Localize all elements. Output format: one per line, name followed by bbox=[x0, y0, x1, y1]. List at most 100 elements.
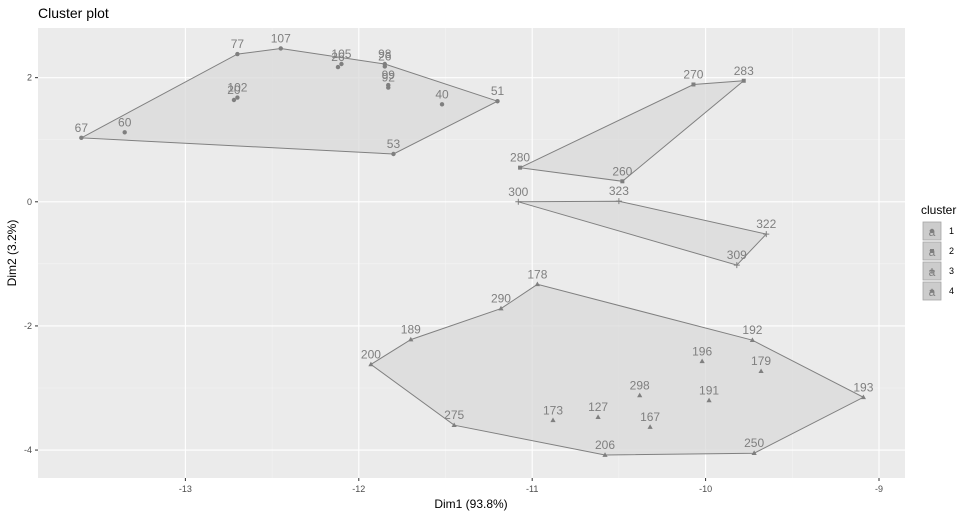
point-label: 309 bbox=[727, 248, 747, 262]
cluster-4-point bbox=[758, 368, 764, 374]
point-label: 196 bbox=[692, 344, 712, 358]
cluster-4-point bbox=[368, 361, 374, 367]
point-label: 193 bbox=[853, 380, 873, 394]
point-label: 270 bbox=[683, 67, 703, 81]
point-label: 67 bbox=[75, 121, 89, 135]
point-label: 26 bbox=[378, 49, 392, 63]
point-label: 290 bbox=[491, 292, 511, 306]
cluster-2-point bbox=[620, 179, 625, 184]
x-tick-label: -13 bbox=[179, 484, 192, 494]
cluster-4-point bbox=[595, 414, 601, 419]
point-label: 275 bbox=[444, 408, 464, 422]
point-label: 323 bbox=[609, 184, 629, 198]
y-tick-label: 0 bbox=[27, 197, 32, 207]
point-label: 60 bbox=[118, 115, 132, 129]
cluster-1-point bbox=[339, 61, 344, 67]
cluster-4-point bbox=[408, 336, 414, 342]
point-label: 173 bbox=[543, 403, 563, 417]
point-label: 298 bbox=[630, 378, 650, 392]
y-tick-label: -2 bbox=[24, 321, 32, 331]
cluster-4-point bbox=[451, 422, 457, 428]
point-label: 77 bbox=[231, 37, 245, 51]
cluster-4-point bbox=[647, 424, 653, 429]
cluster-1-point bbox=[382, 64, 387, 69]
point-label: 191 bbox=[699, 383, 719, 397]
point-label: 99 bbox=[382, 68, 396, 82]
cluster-1-point bbox=[495, 99, 500, 104]
x-axis-ticks: -13 -12 -11 -10 -9 bbox=[179, 478, 883, 494]
point-label: 92 bbox=[382, 71, 396, 85]
cluster-4-point bbox=[751, 450, 757, 455]
legend-label: 4 bbox=[949, 286, 954, 296]
y-axis-ticks: -4 -2 0 2 bbox=[24, 73, 38, 455]
legend-key-marker bbox=[929, 268, 935, 274]
cluster-1-point bbox=[335, 64, 341, 70]
legend-key-marker bbox=[929, 288, 935, 293]
cluster-1-point bbox=[391, 151, 396, 157]
cluster-4-point bbox=[706, 397, 712, 403]
point-label: 102 bbox=[227, 81, 247, 95]
cluster-3-point bbox=[733, 262, 740, 269]
point-label: 105 bbox=[331, 47, 351, 61]
point-label: 26 bbox=[331, 50, 345, 64]
point-label: 200 bbox=[361, 347, 381, 361]
x-tick-label: -10 bbox=[699, 484, 712, 494]
cluster-1-point bbox=[122, 130, 127, 135]
x-tick-label: -12 bbox=[352, 484, 365, 494]
cluster-2-point bbox=[691, 82, 696, 87]
chart-title: Cluster plot bbox=[38, 5, 109, 21]
point-label: 167 bbox=[640, 410, 660, 424]
cluster-1-point bbox=[235, 95, 240, 100]
point-label: 280 bbox=[510, 151, 530, 165]
point-label: 189 bbox=[401, 323, 421, 337]
point-label: 300 bbox=[508, 185, 528, 199]
x-axis-title: Dim1 (93.8%) bbox=[434, 497, 507, 511]
cluster-2-point bbox=[518, 165, 523, 170]
cluster-4-point bbox=[860, 394, 866, 400]
y-tick-label: 2 bbox=[27, 73, 32, 83]
cluster-4-point bbox=[602, 452, 608, 457]
cluster-1-point bbox=[235, 51, 240, 57]
point-label: 206 bbox=[595, 438, 615, 452]
cluster-3-point bbox=[515, 198, 522, 205]
cluster-4-hull bbox=[370, 283, 865, 456]
cluster-3-point bbox=[763, 231, 770, 238]
cluster-4-point bbox=[550, 417, 556, 423]
cluster-4-point bbox=[498, 305, 504, 311]
cluster-3-point bbox=[615, 198, 622, 205]
x-tick-label: -9 bbox=[875, 484, 883, 494]
cluster-4-point bbox=[699, 358, 705, 364]
point-label: 250 bbox=[744, 436, 764, 450]
point-label: 107 bbox=[271, 31, 291, 45]
point-label: 40 bbox=[435, 87, 449, 101]
point-label: 192 bbox=[742, 323, 762, 337]
cluster-1-point bbox=[439, 102, 445, 107]
point-label: 127 bbox=[588, 400, 608, 414]
legend-label: 1 bbox=[949, 226, 954, 236]
data-points bbox=[79, 46, 866, 457]
y-axis-title: Dim2 (3.2%) bbox=[5, 220, 19, 287]
cluster-1-point bbox=[386, 85, 391, 90]
point-label: 179 bbox=[751, 354, 771, 368]
cluster-4-point bbox=[749, 337, 756, 343]
legend-label: 3 bbox=[949, 266, 954, 276]
point-label: 98 bbox=[378, 47, 392, 61]
point-label: 178 bbox=[527, 267, 547, 281]
legend-key-marker bbox=[930, 249, 934, 253]
y-tick-label: -4 bbox=[24, 445, 32, 455]
legend-title: cluster bbox=[921, 203, 956, 217]
point-label: 260 bbox=[612, 164, 632, 178]
legend-label: 2 bbox=[949, 246, 954, 256]
legend: cluster a1a2a3a4 bbox=[921, 203, 956, 301]
cluster-2-point bbox=[741, 78, 746, 83]
point-label: 51 bbox=[491, 84, 505, 98]
point-label: 283 bbox=[734, 64, 754, 78]
cluster-1-point bbox=[278, 46, 283, 51]
cluster-4-point bbox=[637, 392, 643, 398]
cluster-1-point bbox=[231, 97, 237, 103]
point-label: 20 bbox=[227, 83, 241, 97]
cluster-1-point bbox=[79, 135, 84, 141]
point-label: 322 bbox=[756, 217, 776, 231]
